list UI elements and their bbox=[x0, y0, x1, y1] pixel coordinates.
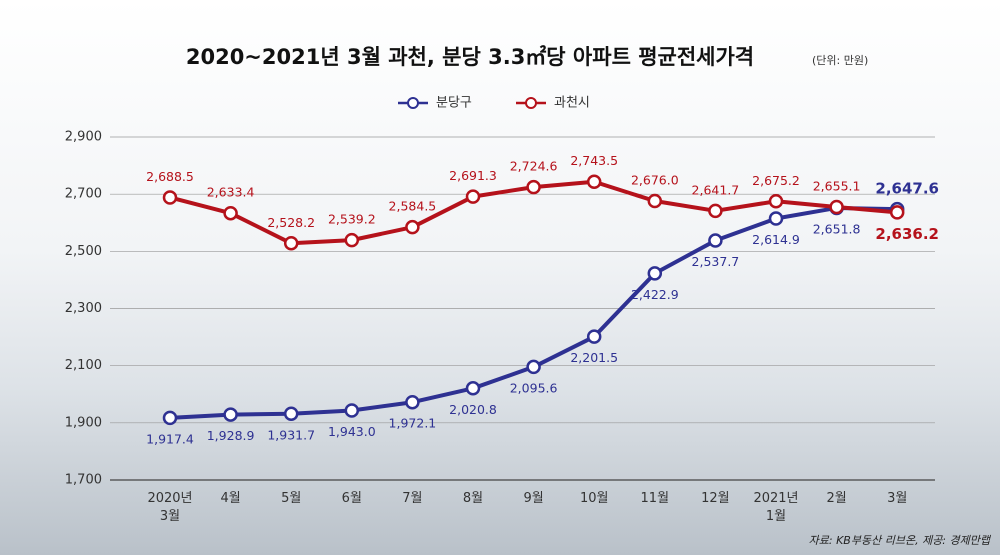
data-label: 2,691.3 bbox=[449, 168, 497, 183]
x-tick-label: 4월 bbox=[220, 491, 240, 506]
data-label: 2,743.5 bbox=[570, 153, 618, 168]
data-label: 2,539.2 bbox=[328, 212, 376, 227]
x-tick-label: 12월 bbox=[701, 491, 730, 506]
x-tick-label: 2021년 1월 bbox=[753, 491, 798, 524]
y-tick-label: 2,900 bbox=[65, 130, 102, 145]
data-label: 2,655.1 bbox=[813, 179, 861, 194]
y-tick-label: 2,500 bbox=[65, 244, 102, 259]
data-label: 2,651.8 bbox=[813, 221, 861, 236]
point bbox=[768, 211, 784, 226]
data-label: 2,095.6 bbox=[510, 380, 558, 395]
x-tick-label: 11월 bbox=[641, 491, 670, 506]
y-tick-label: 1,900 bbox=[65, 415, 102, 430]
data-label: 2,636.2 bbox=[875, 225, 939, 243]
point bbox=[889, 205, 905, 220]
legend-marker bbox=[525, 97, 537, 109]
legend-marker bbox=[407, 97, 419, 109]
x-tick-label: 6월 bbox=[342, 491, 362, 506]
data-label: 2,724.6 bbox=[510, 159, 558, 174]
data-label: 2,422.9 bbox=[631, 287, 679, 302]
point bbox=[768, 194, 784, 209]
point bbox=[283, 406, 299, 422]
y-tick-label: 2,700 bbox=[65, 187, 102, 202]
point bbox=[344, 403, 360, 418]
data-label: 2,584.5 bbox=[389, 199, 437, 214]
point bbox=[708, 233, 723, 248]
chart-title: 2020~2021년 3월 과천, 분당 3.3㎡당 아파트 평균전세가격 bbox=[186, 45, 754, 69]
y-tick-label: 2,100 bbox=[65, 358, 102, 373]
point bbox=[465, 381, 481, 396]
unit-label: (단위: 만원) bbox=[812, 54, 868, 67]
data-label: 1,917.4 bbox=[146, 431, 194, 446]
x-tick-label: 9월 bbox=[523, 491, 543, 506]
point bbox=[647, 193, 663, 209]
data-label: 2,528.2 bbox=[267, 215, 315, 230]
data-label: 2,537.7 bbox=[692, 254, 740, 269]
point bbox=[405, 394, 420, 410]
data-label: 2,676.0 bbox=[631, 173, 679, 188]
x-tick-label: 2020년 3월 bbox=[147, 491, 192, 524]
x-tick-label: 3월 bbox=[887, 491, 907, 506]
x-tick-label: 7월 bbox=[402, 491, 422, 506]
data-label: 2,688.5 bbox=[146, 169, 194, 184]
x-tick-label: 10월 bbox=[580, 491, 609, 506]
point bbox=[526, 359, 541, 375]
x-tick-label: 8월 bbox=[463, 491, 483, 506]
point bbox=[708, 203, 723, 219]
data-label: 1,943.0 bbox=[328, 424, 376, 439]
point bbox=[283, 236, 299, 251]
y-tick-label: 2,300 bbox=[65, 301, 102, 316]
y-tick-label: 1,700 bbox=[65, 473, 102, 488]
data-label: 2,614.9 bbox=[752, 232, 800, 247]
point bbox=[829, 199, 844, 215]
x-tick-label: 2월 bbox=[826, 491, 846, 506]
data-label: 1,972.1 bbox=[389, 416, 437, 431]
data-label: 2,675.2 bbox=[752, 173, 800, 188]
point bbox=[344, 232, 360, 248]
point bbox=[586, 329, 602, 344]
point bbox=[586, 174, 602, 189]
source: 자료: KB부동산 리브온, 제공: 경제만랩 bbox=[809, 534, 992, 547]
point bbox=[223, 205, 238, 221]
point bbox=[405, 219, 420, 235]
data-label: 2,201.5 bbox=[570, 350, 618, 365]
data-label: 1,931.7 bbox=[267, 427, 315, 442]
legend-label: 분당구 bbox=[436, 96, 472, 111]
point bbox=[526, 179, 541, 195]
point bbox=[223, 407, 238, 422]
data-label: 1,928.9 bbox=[207, 428, 255, 443]
point bbox=[465, 189, 481, 204]
x-tick-label: 5월 bbox=[281, 491, 301, 506]
data-label: 2,647.6 bbox=[875, 180, 939, 198]
data-label: 2,020.8 bbox=[449, 402, 497, 417]
point bbox=[162, 190, 178, 205]
legend-label: 과천시 bbox=[554, 96, 590, 111]
point bbox=[162, 410, 178, 426]
data-label: 2,641.7 bbox=[692, 182, 740, 197]
data-label: 2,633.4 bbox=[207, 185, 255, 200]
point bbox=[647, 266, 663, 281]
